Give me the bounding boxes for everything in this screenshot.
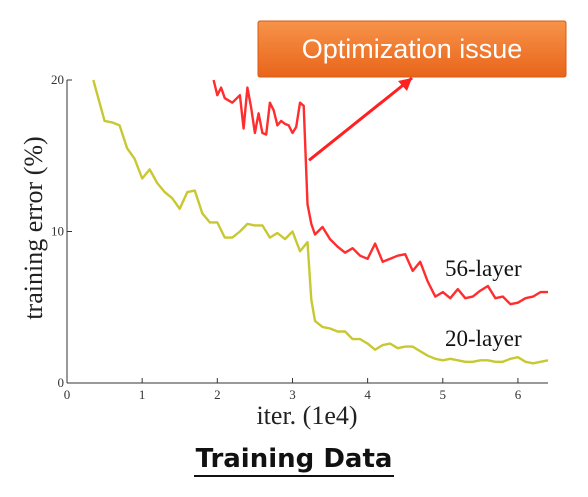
series-line-20-layer [92, 79, 549, 365]
y-axis-title: training error (%) [19, 136, 48, 319]
x-tick-label: 3 [289, 387, 296, 402]
callout-arrow [308, 76, 413, 162]
y-tick-label: 20 [51, 72, 64, 87]
x-tick-label: 0 [64, 387, 71, 402]
y-tick-label: 0 [58, 375, 65, 390]
x-tick-label: 1 [139, 387, 146, 402]
caption: Training Data [0, 444, 588, 477]
caption-text: Training Data [193, 444, 395, 477]
callout-arrowhead [398, 78, 412, 91]
callout-box [257, 20, 567, 78]
y-tick-label: 10 [51, 224, 64, 239]
series-label-20-layer: 20-layer [445, 326, 522, 351]
x-tick-label: 6 [515, 387, 522, 402]
series-label-56-layer: 56-layer [445, 256, 522, 281]
x-tick-label: 4 [364, 387, 371, 402]
ticks-layer: 0 1 2 3 4 5 6 0 10 20 [51, 72, 522, 402]
training-error-chart: 0 1 2 3 4 5 6 0 10 20 iter. (1e4) training error … [19, 20, 567, 430]
series-layer [92, 79, 549, 365]
x-tick-label: 2 [214, 387, 221, 402]
x-axis-title: iter. (1e4) [256, 401, 357, 430]
callout-text: Optimization issue [302, 34, 523, 64]
x-tick-label: 5 [440, 387, 447, 402]
series-line-56-layer [212, 79, 548, 306]
